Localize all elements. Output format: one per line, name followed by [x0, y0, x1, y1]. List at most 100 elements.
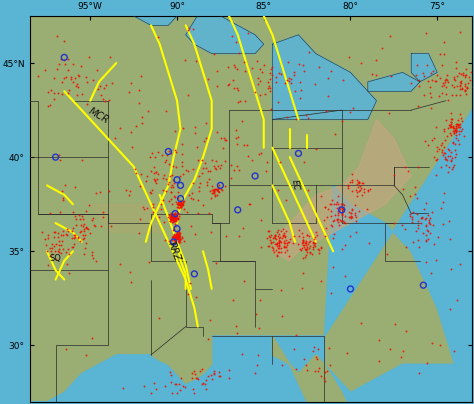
- Point: [41, 236, 49, 242]
- Point: [166, 179, 173, 185]
- Point: [302, 238, 310, 244]
- Point: [210, 186, 218, 193]
- Point: [172, 212, 180, 219]
- Point: [439, 140, 447, 147]
- Point: [271, 235, 279, 241]
- Point: [428, 209, 435, 215]
- Point: [51, 229, 59, 236]
- Point: [461, 86, 469, 93]
- Point: [45, 262, 52, 268]
- Point: [174, 232, 182, 239]
- Point: [351, 211, 359, 218]
- Point: [80, 228, 87, 234]
- Point: [171, 216, 179, 222]
- Point: [317, 244, 324, 250]
- Point: [407, 193, 414, 199]
- Point: [232, 63, 239, 70]
- Point: [173, 235, 181, 242]
- Point: [171, 217, 179, 224]
- Point: [184, 27, 191, 34]
- Point: [169, 233, 177, 240]
- Point: [192, 375, 200, 381]
- Point: [50, 90, 58, 97]
- Point: [173, 204, 181, 210]
- Point: [178, 201, 186, 207]
- Point: [214, 187, 222, 194]
- Point: [455, 70, 463, 76]
- Point: [166, 215, 174, 221]
- Point: [138, 114, 146, 120]
- Point: [358, 180, 366, 186]
- Point: [353, 181, 360, 187]
- Point: [142, 178, 149, 184]
- Point: [48, 240, 56, 247]
- Point: [303, 231, 310, 238]
- Point: [442, 162, 450, 168]
- Point: [55, 61, 63, 67]
- Point: [281, 80, 289, 86]
- Point: [171, 214, 178, 220]
- Point: [413, 210, 421, 217]
- Point: [172, 213, 180, 219]
- Point: [77, 63, 84, 70]
- Point: [60, 75, 68, 82]
- Point: [173, 234, 180, 240]
- Point: [227, 162, 235, 168]
- Point: [330, 217, 337, 223]
- Point: [210, 187, 217, 194]
- Point: [177, 201, 185, 207]
- Point: [449, 140, 457, 146]
- Point: [253, 57, 261, 64]
- Point: [422, 258, 429, 265]
- Point: [470, 76, 474, 82]
- Point: [426, 90, 434, 97]
- Point: [184, 92, 191, 98]
- Point: [238, 351, 246, 358]
- Point: [210, 187, 218, 194]
- Point: [428, 76, 436, 83]
- Point: [178, 159, 185, 166]
- Point: [462, 87, 469, 93]
- Point: [171, 238, 178, 244]
- Point: [272, 232, 279, 239]
- Point: [179, 201, 186, 207]
- Point: [169, 213, 176, 220]
- Point: [438, 149, 446, 155]
- Point: [419, 70, 427, 77]
- Point: [162, 237, 169, 244]
- Point: [281, 232, 288, 238]
- Point: [423, 62, 430, 68]
- Point: [209, 376, 216, 382]
- Point: [200, 138, 208, 145]
- Point: [466, 76, 474, 83]
- Point: [172, 213, 180, 219]
- Point: [283, 246, 291, 253]
- Point: [246, 200, 254, 207]
- Point: [168, 184, 175, 190]
- Point: [306, 232, 313, 239]
- Point: [150, 164, 157, 170]
- Point: [173, 215, 180, 222]
- Point: [441, 156, 448, 162]
- Point: [92, 190, 100, 196]
- Point: [46, 244, 54, 251]
- Point: [168, 210, 176, 217]
- Point: [339, 205, 346, 212]
- Point: [176, 236, 184, 243]
- Point: [151, 380, 158, 386]
- Point: [427, 94, 434, 100]
- Point: [323, 107, 330, 114]
- Point: [456, 86, 464, 93]
- Point: [167, 211, 175, 218]
- Point: [450, 130, 458, 136]
- Point: [165, 198, 173, 204]
- Point: [176, 172, 184, 179]
- Point: [457, 128, 465, 134]
- Point: [212, 158, 219, 164]
- Point: [282, 197, 290, 203]
- Point: [173, 233, 180, 239]
- Point: [170, 193, 177, 199]
- Point: [264, 159, 271, 166]
- Point: [276, 234, 283, 240]
- Point: [339, 208, 346, 214]
